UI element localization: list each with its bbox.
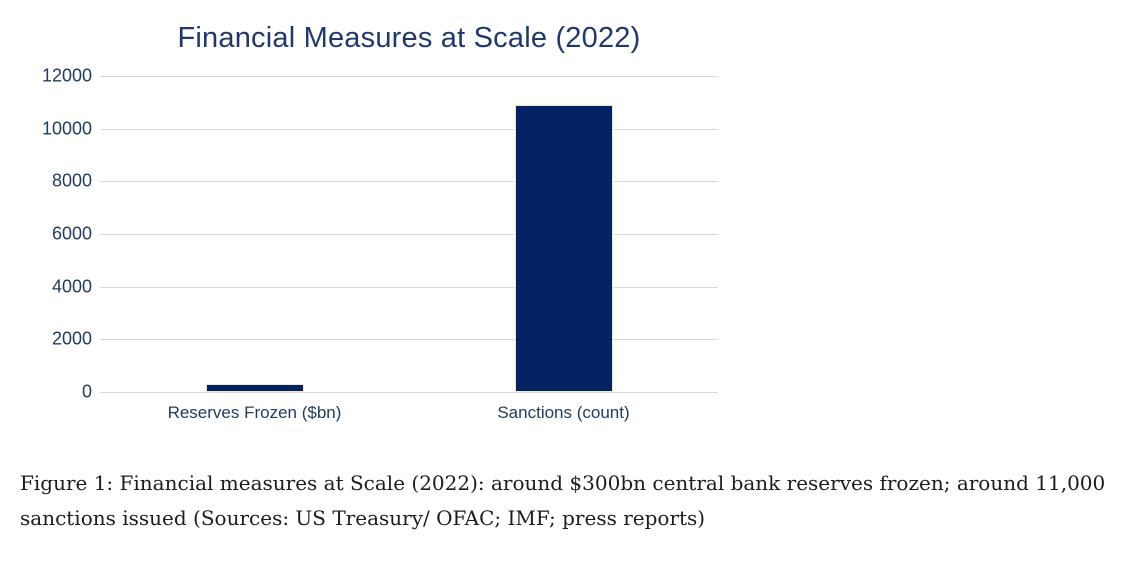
y-tick-label: 0 (81, 381, 92, 402)
y-tick-label: 6000 (51, 223, 92, 244)
gridline (100, 181, 718, 183)
gridline (100, 234, 718, 235)
x-category-label: Sanctions (count) (497, 403, 630, 422)
y-tick-label: 2000 (51, 328, 92, 349)
bar (205, 384, 304, 392)
figure-caption-line-2: sanctions issued (Sources: US Treasury/ … (20, 506, 706, 530)
plot-area (100, 76, 718, 393)
gridline (100, 128, 718, 130)
figure-caption: Figure 1: Financial measures at Scale (2… (20, 466, 1140, 536)
y-tick-label: 4000 (51, 276, 92, 297)
bar (514, 105, 613, 392)
figure-caption-line-1: Figure 1: Financial measures at Scale (2… (20, 471, 1106, 495)
y-tick-label: 8000 (51, 170, 92, 191)
gridline (100, 286, 718, 288)
gridline (100, 392, 718, 393)
bar-chart: Financial Measures at Scale (2022) 0 2000… (41, 22, 718, 422)
y-tick-label: 10000 (41, 118, 92, 139)
y-tick-label: 12000 (41, 65, 92, 86)
chart-title: Financial Measures at Scale (2022) (177, 22, 641, 54)
gridline (100, 76, 718, 77)
gridline (100, 339, 718, 341)
x-category-label: Reserves Frozen ($bn) (167, 403, 342, 422)
